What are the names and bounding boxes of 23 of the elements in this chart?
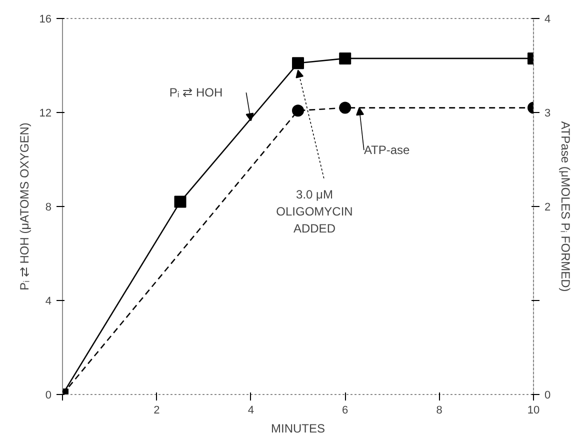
point [339, 52, 352, 64]
y2-tick-label: 0 [544, 390, 551, 402]
x-tick-label: 6 [342, 404, 348, 416]
y-tick-label: 0 [45, 390, 52, 402]
annotation: 3.0 μM OLIGOMYCIN ADDED [276, 188, 353, 236]
y-tick-label: 8 [45, 202, 52, 214]
x-tick-label: 10 [527, 404, 540, 416]
y2-tick-label: 3 [544, 108, 551, 120]
y-tick-label: 4 [45, 296, 52, 308]
y-axis-title: Pᵢ ⇄ HOH (μATOMS OXYGEN) [17, 122, 32, 290]
y2-tick-label: 4 [544, 14, 551, 26]
text: ATP-ase [364, 143, 410, 158]
y2-tick-label: 2 [544, 202, 551, 214]
x-tick-label: 2 [154, 404, 160, 416]
point [292, 57, 304, 70]
x-axis-title: MINUTES [271, 422, 325, 436]
y2-axis-title: ATPase (μMOLES Pᵢ FORMED) [558, 121, 573, 292]
text: Pᵢ ⇄ HOH [169, 86, 223, 100]
y-tick-label: 16 [39, 14, 52, 26]
point [174, 196, 186, 208]
x-tick-label: 4 [248, 404, 254, 416]
y-tick-label: 12 [39, 108, 52, 120]
x-tick-label: 8 [436, 404, 442, 416]
